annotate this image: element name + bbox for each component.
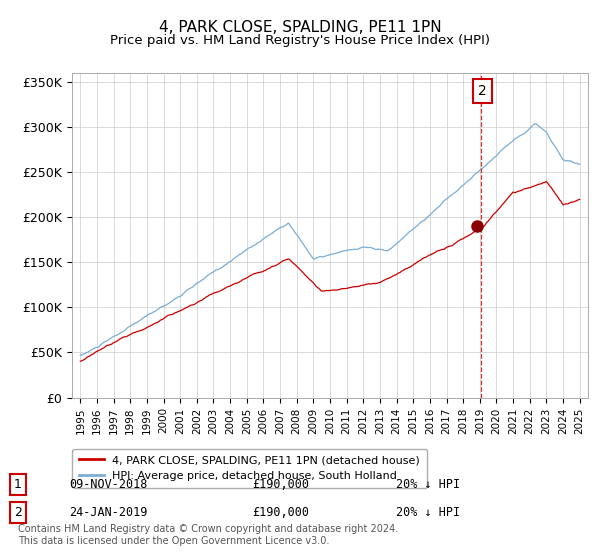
Text: Contains HM Land Registry data © Crown copyright and database right 2024.
This d: Contains HM Land Registry data © Crown c… xyxy=(18,524,398,546)
Text: 4, PARK CLOSE, SPALDING, PE11 1PN: 4, PARK CLOSE, SPALDING, PE11 1PN xyxy=(158,20,442,35)
Legend: 4, PARK CLOSE, SPALDING, PE11 1PN (detached house), HPI: Average price, detached: 4, PARK CLOSE, SPALDING, PE11 1PN (detac… xyxy=(73,449,427,488)
Text: 2: 2 xyxy=(14,506,22,519)
Text: £190,000: £190,000 xyxy=(252,506,309,519)
Text: 1: 1 xyxy=(14,478,22,491)
Text: Price paid vs. HM Land Registry's House Price Index (HPI): Price paid vs. HM Land Registry's House … xyxy=(110,34,490,46)
Text: 09-NOV-2018: 09-NOV-2018 xyxy=(69,478,148,491)
Text: 20% ↓ HPI: 20% ↓ HPI xyxy=(396,478,460,491)
Text: 2: 2 xyxy=(478,84,487,98)
Text: 24-JAN-2019: 24-JAN-2019 xyxy=(69,506,148,519)
Text: £190,000: £190,000 xyxy=(252,478,309,491)
Text: 20% ↓ HPI: 20% ↓ HPI xyxy=(396,506,460,519)
